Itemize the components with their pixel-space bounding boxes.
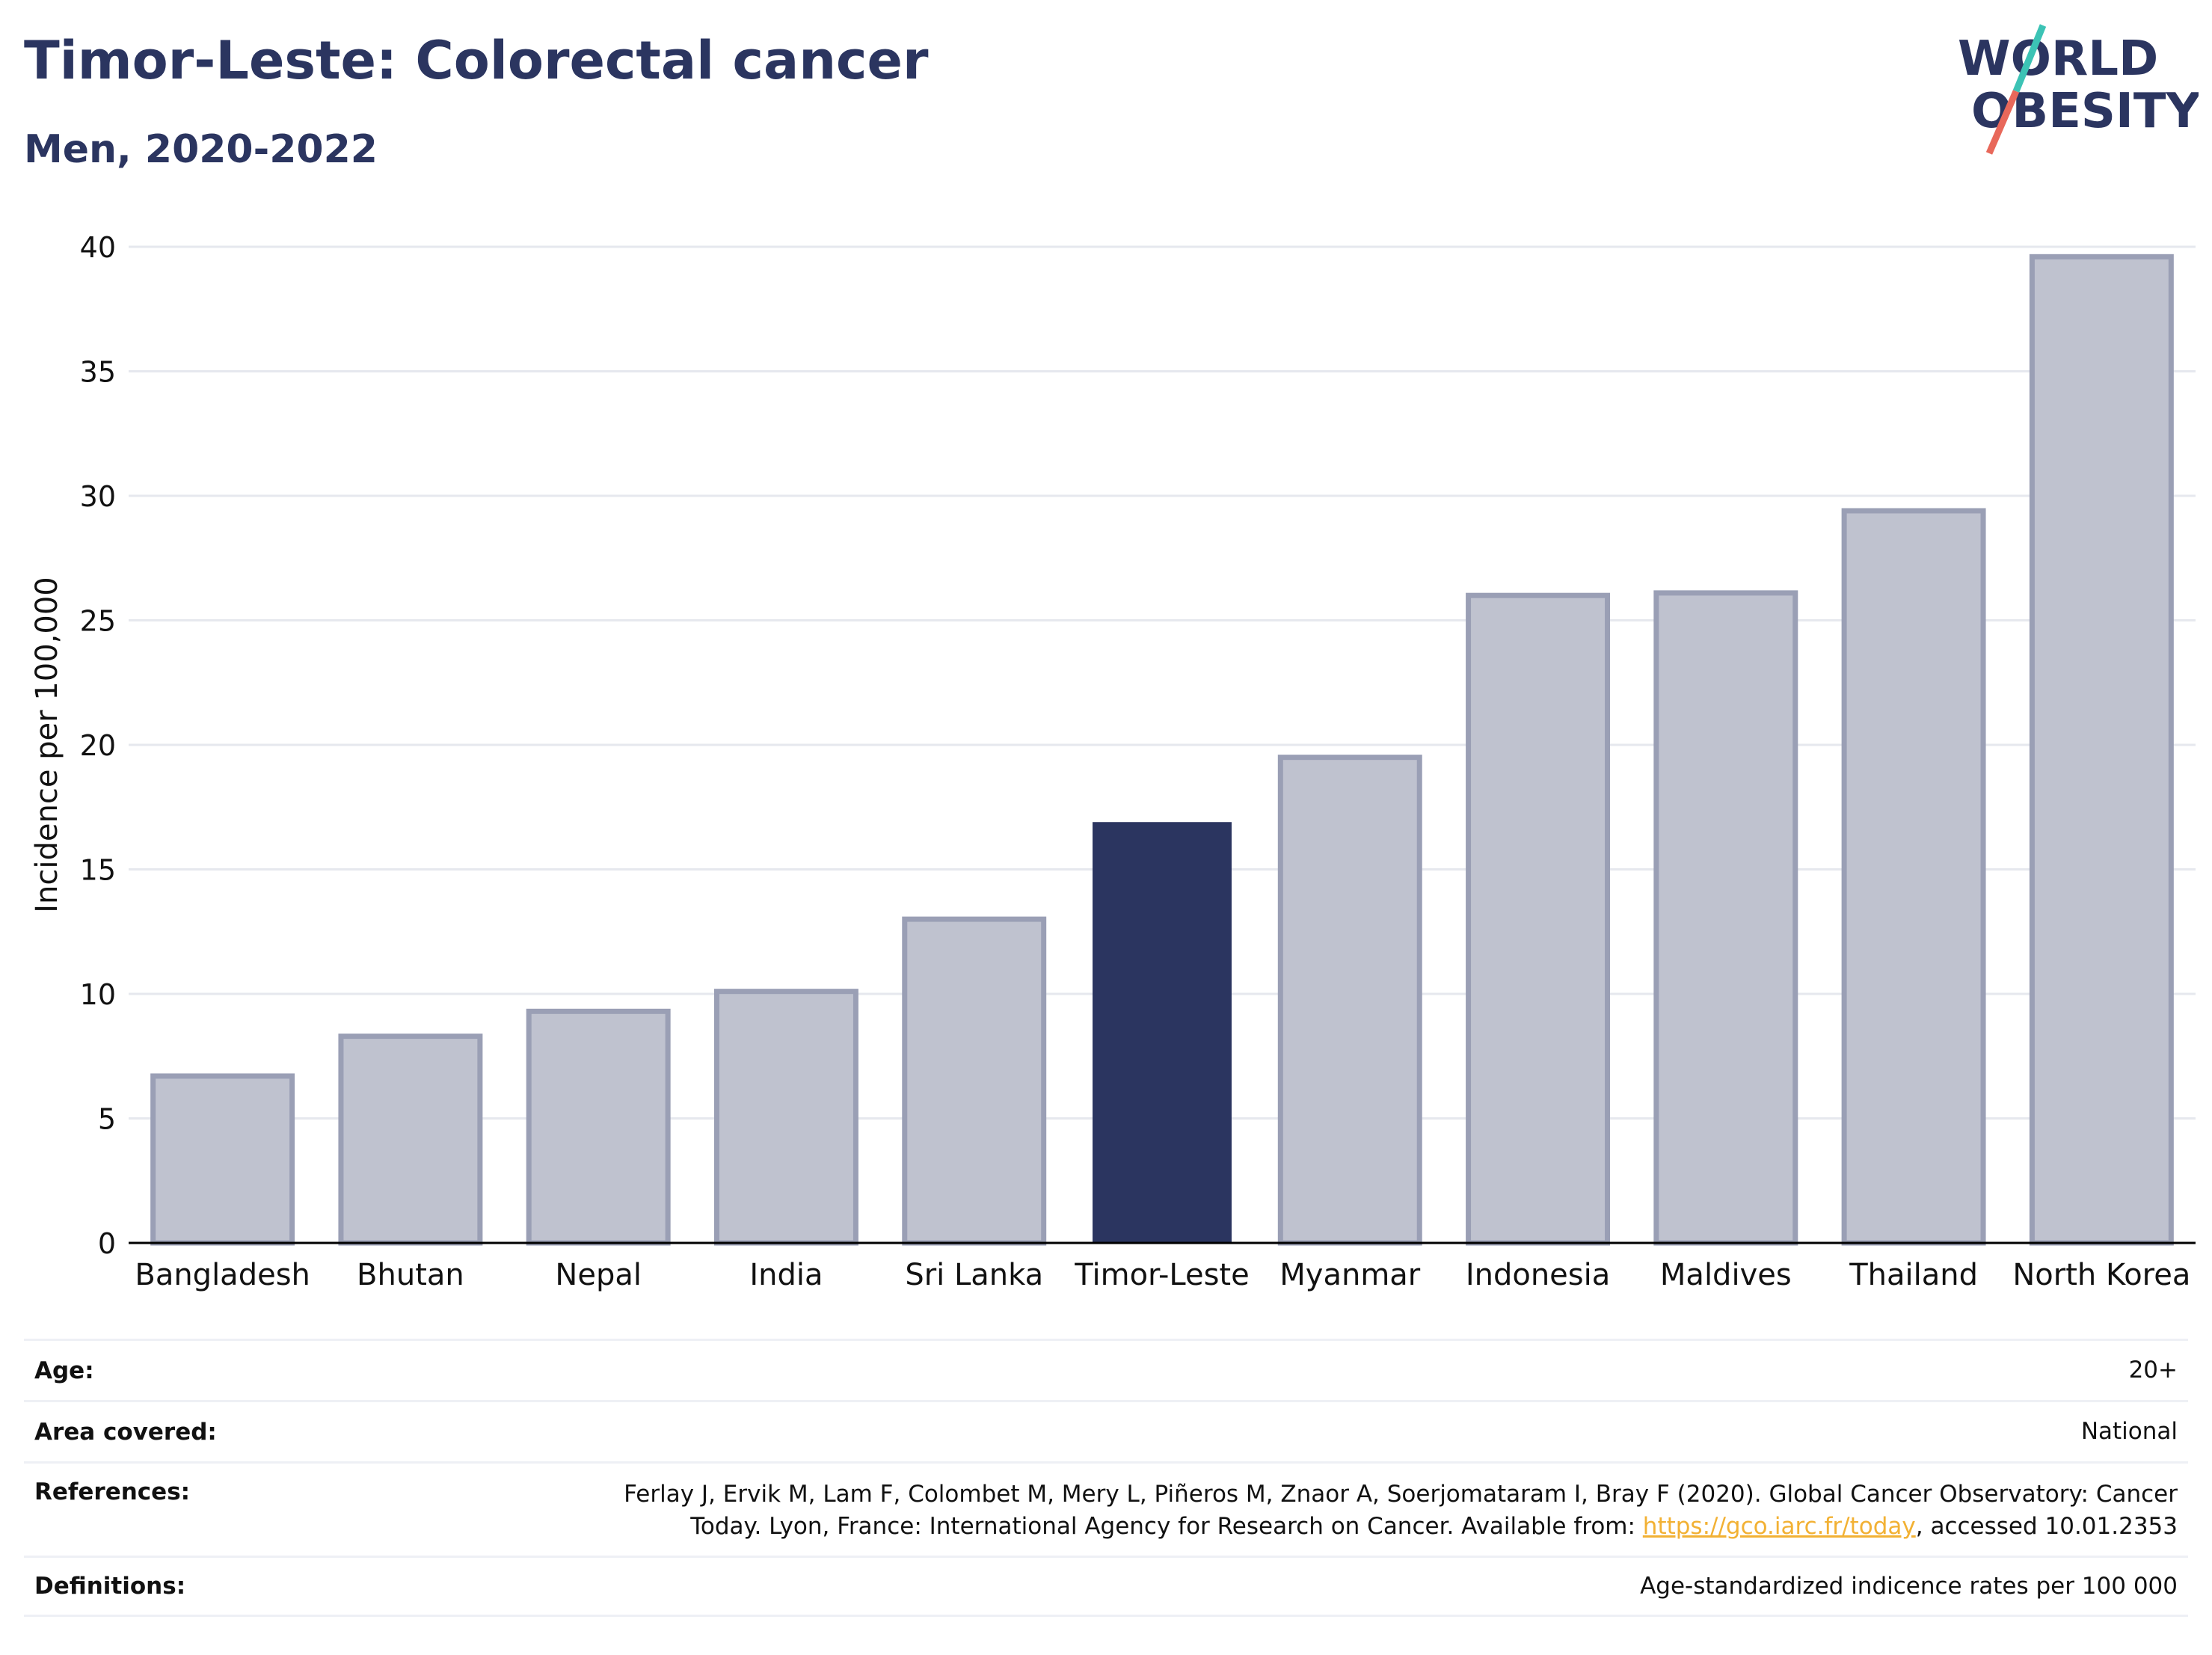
y-tick-labels: 0 5 10 15 20 25 30 35 40 [80,231,116,1260]
x-tick-label: Myanmar [1279,1258,1421,1292]
bar-sri-lanka [902,916,1047,1246]
world-obesity-logo: WORLD OBESITY [1958,24,2199,155]
x-tick-labels: Bangladesh Bhutan Nepal India Sri Lanka Timor… [135,1258,2190,1292]
logo-slash-teal [2012,24,2047,93]
y-tick-label: 0 [98,1227,116,1260]
logo-line1: WORLD [1958,31,2158,87]
y-tick-label: 20 [80,729,116,762]
y-tick-label: 15 [80,854,116,887]
x-tick-label: Maldives [1660,1258,1792,1292]
y-tick-label: 10 [80,978,116,1011]
x-tick-label: Indonesia [1466,1258,1610,1292]
references-line1: Ferlay J, Ervik M, Lam F, Colombet M, Me… [624,1481,2178,1508]
y-tick-label: 30 [80,480,116,513]
bar-north-korea [2029,254,2174,1246]
area-value: National [2080,1418,2178,1445]
bar-bhutan [338,1034,483,1246]
bar-india [713,989,858,1246]
x-tick-label: North Korea [2012,1258,2190,1292]
bar-myanmar [1277,755,1422,1246]
chart-title: Timor-Leste: Colorectal cancer [24,30,929,91]
x-tick-label: Sri Lanka [905,1258,1043,1292]
info-row-definitions: Definitions: Age-standardized indicence … [24,1556,2188,1617]
y-tick-label: 40 [80,231,116,264]
y-tick-label: 25 [80,605,116,638]
definitions-value: Age-standardized indicence rates per 100… [1640,1572,2178,1600]
x-tick-label: Bhutan [357,1258,464,1292]
info-table: Age: 20+ Area covered: National Referenc… [24,1339,2188,1617]
definitions-label: Definitions: [34,1573,186,1600]
x-tick-label: Nepal [555,1258,642,1292]
logo-slash-coral [1985,90,2020,155]
y-tick-label: 35 [80,356,116,389]
y-axis-label: Incidence per 100,000 [30,577,64,913]
age-label: Age: [34,1357,94,1384]
info-row-age: Age: 20+ [24,1339,2188,1400]
bar-maldives [1653,590,1798,1246]
chart-subtitle: Men, 2020-2022 [24,127,378,172]
x-tick-label: Bangladesh [135,1258,310,1292]
references-value: Ferlay J, Ervik M, Lam F, Colombet M, Me… [624,1479,2178,1543]
x-tick-label: Thailand [1849,1258,1978,1292]
bar-nepal [526,1008,671,1246]
bar-indonesia [1466,592,1611,1246]
area-label: Area covered: [34,1418,217,1446]
references-line2b: , accessed 10.01.2353 [1915,1513,2178,1540]
age-value: 20+ [2128,1357,2178,1384]
x-tick-label: India [749,1258,823,1292]
references-link[interactable]: https://gco.iarc.fr/today [1642,1513,1916,1540]
bar-thailand [1841,508,1986,1246]
y-tick-label: 5 [98,1103,116,1136]
info-row-area: Area covered: National [24,1400,2188,1461]
references-label: References: [34,1479,191,1505]
bars [150,254,2174,1246]
bar-bangladesh [150,1073,295,1246]
bar-timor-leste [1093,822,1232,1243]
x-tick-label: Timor-Leste [1074,1258,1249,1292]
info-row-references: References: Ferlay J, Ervik M, Lam F, Co… [24,1461,2188,1556]
bar-chart: 0 5 10 15 20 25 30 35 40 Bangladesh Bhutan Nepal In… [30,231,2196,1292]
references-line2a: Today. Lyon, France: International Agenc… [690,1513,1643,1540]
